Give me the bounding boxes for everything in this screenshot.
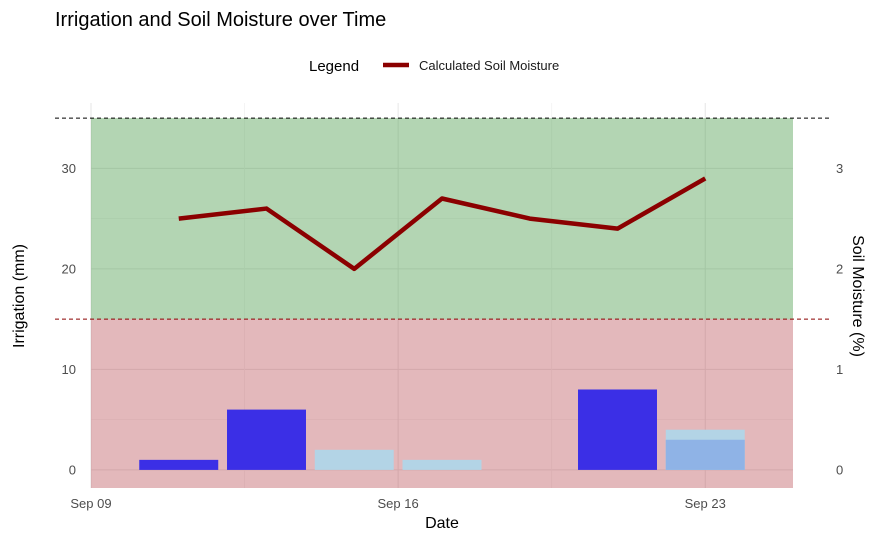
y2-tick-label-3: 3	[836, 161, 843, 176]
y-tick-label-1: 10	[62, 362, 76, 377]
band-1	[91, 118, 793, 320]
x-tick-label-1: Sep 16	[378, 496, 419, 511]
legend-title: Legend	[309, 58, 359, 75]
bar-1-1	[402, 459, 482, 470]
bar-layer	[139, 389, 745, 470]
y2-tick-label-2: 2	[836, 261, 843, 276]
y-tick-label-3: 30	[62, 161, 76, 176]
bar-1-0	[314, 449, 394, 470]
bar-0-0	[139, 459, 219, 470]
x-tick-label-2: Sep 23	[685, 496, 726, 511]
legend: Legend Calculated Soil Moisture	[309, 58, 559, 75]
y-tick-label-0: 0	[69, 462, 76, 477]
legend-entries: Calculated Soil Moisture	[383, 58, 559, 73]
bar-overlay-0	[665, 439, 745, 470]
x-axis-title: Date	[425, 515, 459, 532]
bar-0-2	[578, 389, 657, 470]
bar-0-1	[227, 409, 306, 470]
y-axis-right: 0 1 2 3	[836, 161, 843, 478]
y-axis-left: 0 10 20 30	[62, 161, 76, 478]
y-tick-label-2: 20	[62, 261, 76, 276]
line-layer	[178, 176, 707, 272]
y-axis-title: Irrigation (mm)	[11, 244, 28, 348]
reference-line-layer	[55, 117, 830, 320]
y2-tick-label-1: 1	[836, 362, 843, 377]
soil-moisture-line	[178, 176, 707, 272]
chart-title: Irrigation and Soil Moisture over Time	[55, 9, 386, 31]
plot-area	[55, 103, 830, 488]
legend-label-0: Calculated Soil Moisture	[419, 58, 559, 73]
x-axis: Sep 09 Sep 16 Sep 23	[70, 496, 725, 511]
y2-axis-title: Soil Moisture (%)	[849, 235, 866, 357]
y2-tick-label-0: 0	[836, 462, 843, 477]
x-tick-label-0: Sep 09	[70, 496, 111, 511]
